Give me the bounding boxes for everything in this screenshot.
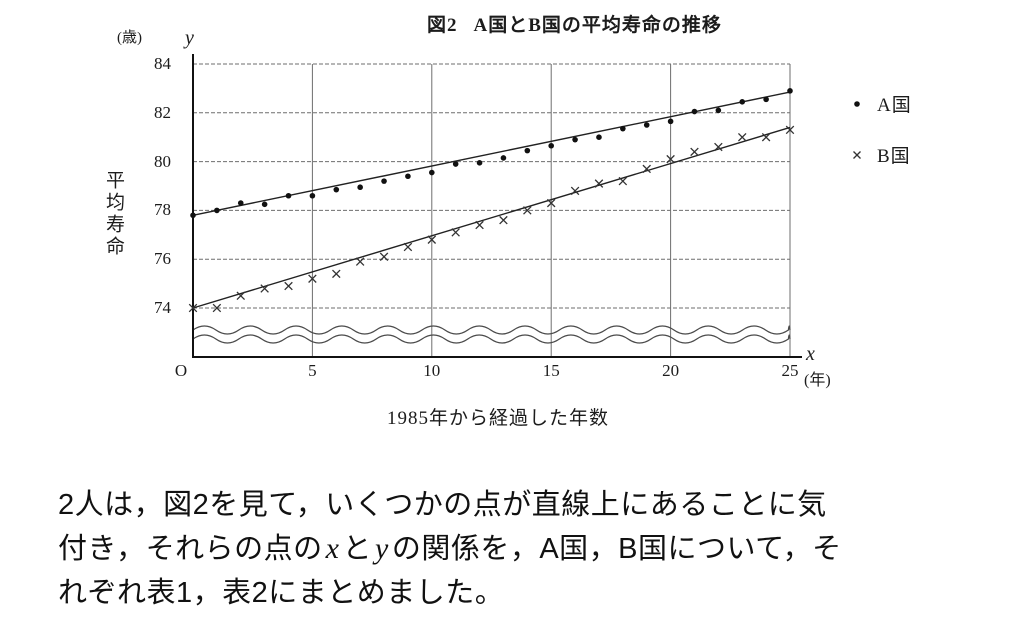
data-point-a	[261, 201, 268, 208]
data-point-a	[667, 118, 674, 125]
figure-title: A国とB国の平均寿命の推移	[473, 15, 722, 36]
data-point-b	[666, 154, 675, 164]
data-point-b	[714, 142, 723, 152]
x-axis-caption: 1985年から経過した年数	[386, 408, 609, 429]
data-point-b	[642, 164, 651, 174]
figure-2: 図2 A国とB国の平均寿命の推移 (歳) y 平均寿命 x (年) 1985年から…	[103, 10, 912, 429]
data-point-a	[357, 184, 363, 191]
x-tick-label: 25	[781, 361, 799, 380]
data-point-a	[500, 155, 507, 161]
data-point-b	[284, 281, 293, 291]
trend-line-a	[192, 91, 791, 216]
y-tick-label: 74	[154, 298, 171, 317]
y-axis-unit: (歳)	[117, 30, 142, 46]
axis-break-wave	[192, 334, 791, 344]
data-point-a	[691, 108, 698, 115]
data-point-b	[427, 235, 437, 244]
data-point-b	[475, 220, 484, 230]
data-point-b	[761, 132, 771, 142]
data-point-a	[739, 99, 746, 105]
data-point-b	[785, 125, 795, 135]
x-tick-label: 20	[662, 361, 680, 380]
legend-item-country-a: A国	[850, 92, 912, 116]
data-point-b	[690, 147, 699, 157]
data-point-b	[355, 257, 365, 266]
x-axis-unit: (年)	[804, 372, 831, 389]
paragraph-line: 2人は，図2を見て，いくつかの点が直線上にあることに気	[58, 489, 827, 521]
data-point-a	[596, 134, 602, 140]
data-point-b	[594, 179, 604, 188]
data-point-a	[787, 88, 793, 94]
dot-marker-icon	[854, 101, 860, 107]
paragraph-line: 付き，それらの点の x と y の関係を，A国，B国について，そ	[58, 532, 842, 565]
math-var-y: y	[374, 532, 389, 565]
data-point-a	[333, 186, 340, 193]
paragraph-line: れぞれ表1，表2にまとめました。	[58, 577, 505, 609]
y-axis-label: 平均寿命	[103, 170, 124, 258]
data-point-a	[285, 192, 292, 199]
data-point-b	[451, 228, 460, 237]
data-point-a	[620, 125, 626, 132]
data-point-a	[524, 147, 531, 154]
data-point-a	[405, 173, 411, 180]
data-point-b	[212, 303, 222, 313]
data-point-a	[429, 169, 435, 176]
data-point-a	[190, 212, 196, 219]
data-point-b	[308, 274, 317, 283]
data-point-b	[260, 284, 269, 293]
data-point-b	[188, 303, 198, 313]
data-point-a	[381, 178, 387, 184]
data-point-a	[309, 192, 316, 199]
data-point-b	[379, 252, 389, 262]
data-point-b	[403, 242, 413, 252]
data-point-a	[715, 107, 722, 114]
data-point-b	[546, 198, 556, 208]
data-point-a	[643, 122, 650, 128]
data-point-a	[572, 136, 578, 143]
life-expectancy-chart	[188, 54, 802, 358]
x-marker-icon	[853, 151, 861, 159]
x-tick-label: 5	[308, 361, 317, 380]
data-point-a	[476, 160, 483, 166]
math-var-x: x	[325, 532, 340, 565]
x-tick-label: 15	[542, 361, 560, 380]
data-point-a	[763, 96, 769, 103]
data-point-b	[332, 269, 341, 279]
trend-line-b	[192, 126, 791, 309]
data-point-b	[236, 291, 246, 301]
x-axis-variable: x	[806, 343, 815, 365]
data-point-a	[237, 200, 244, 206]
data-point-b	[737, 132, 747, 142]
data-point-b	[499, 215, 508, 225]
figure-label: 図2	[427, 15, 458, 36]
legend-item-country-b: B国	[850, 143, 911, 167]
data-point-b	[570, 186, 580, 196]
y-tick-label: 84	[154, 54, 171, 73]
figure-title-row: 図2 A国とB国の平均寿命の推移	[427, 10, 722, 37]
data-point-a	[548, 142, 554, 149]
paragraph: 2人は，図2を見て，いくつかの点が直線上にあることに気 付き，それらの点の x と y…	[58, 483, 1008, 615]
y-tick-label: 80	[154, 151, 171, 171]
x-tick-label: 10	[423, 361, 441, 380]
x-tick-label: O	[174, 361, 188, 380]
y-tick-label: 82	[154, 102, 171, 122]
data-point-a	[214, 207, 220, 214]
legend-label: A国	[877, 94, 912, 116]
y-tick-label: 76	[154, 249, 171, 269]
y-tick-label: 78	[154, 200, 171, 220]
data-point-a	[452, 161, 459, 167]
data-point-b	[523, 206, 532, 215]
data-point-b	[618, 176, 628, 186]
legend-label: B国	[877, 145, 911, 167]
axis-break-wave	[192, 325, 791, 335]
y-axis-variable: y	[185, 27, 194, 49]
